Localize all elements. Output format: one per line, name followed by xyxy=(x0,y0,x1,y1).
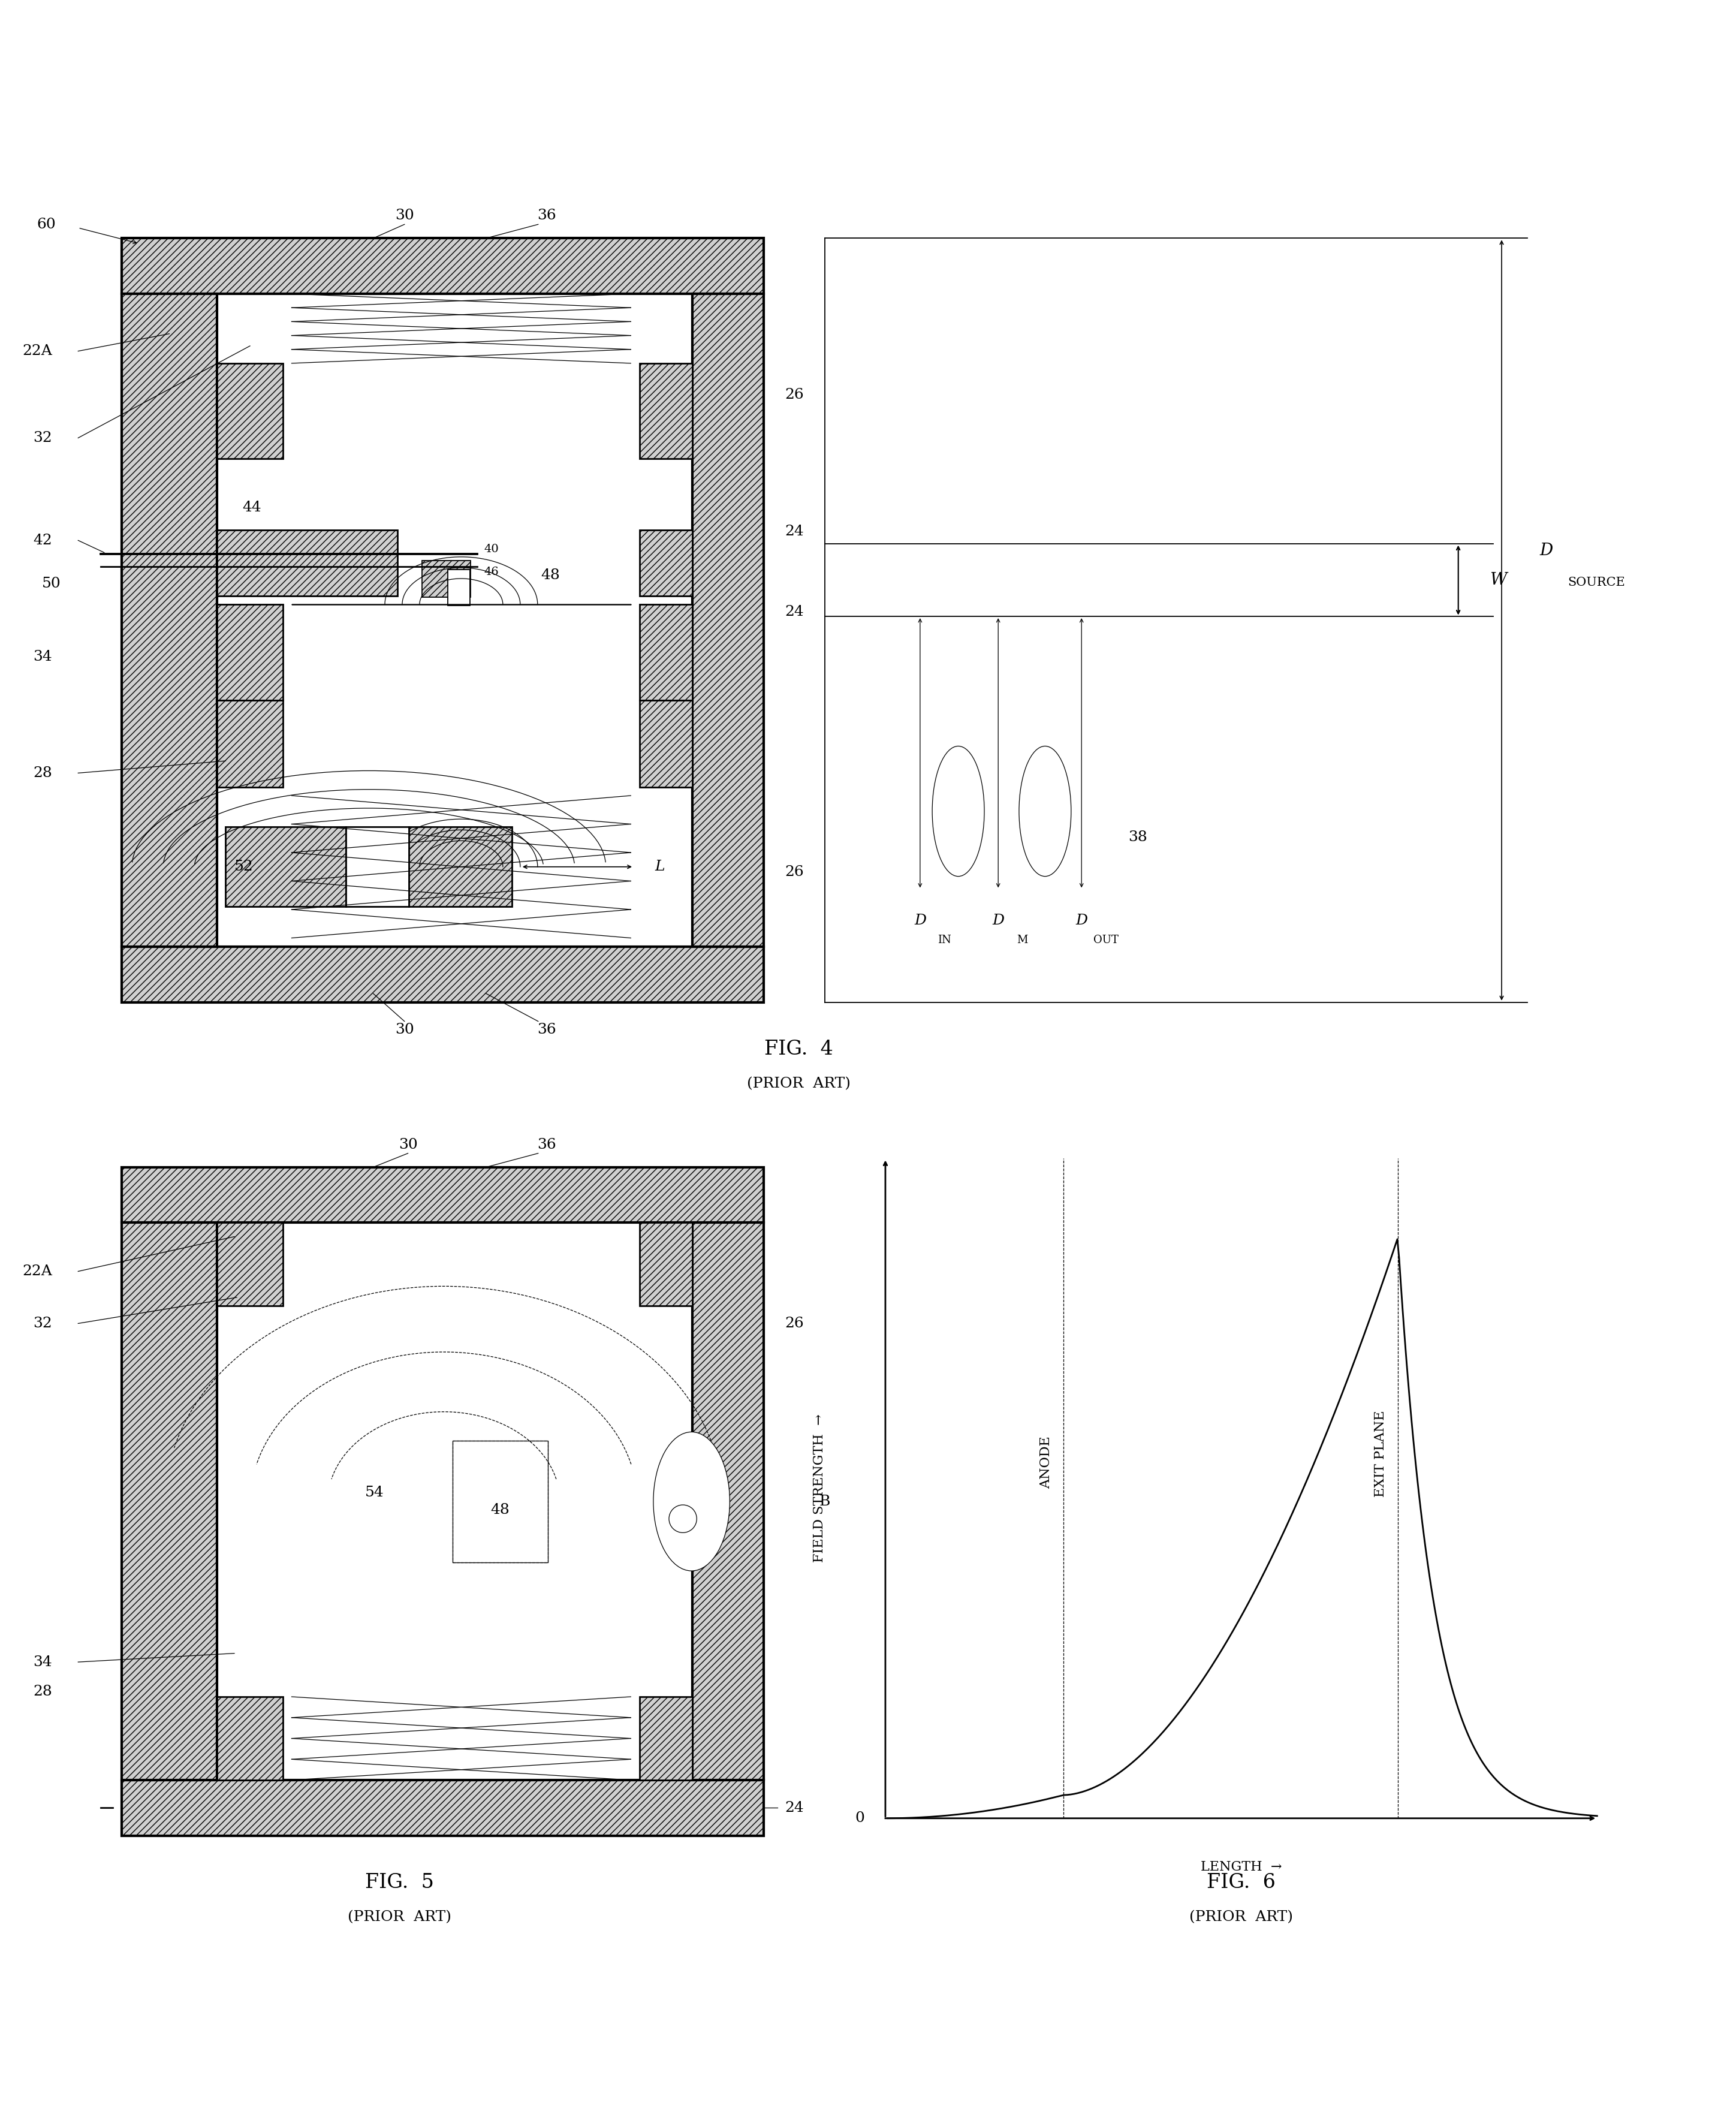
Bar xyxy=(226,827,345,906)
Text: 50: 50 xyxy=(42,576,61,591)
Text: D: D xyxy=(993,914,1003,927)
Text: 36: 36 xyxy=(538,208,556,223)
Text: LENGTH  →: LENGTH → xyxy=(1201,1860,1281,1873)
Text: (PRIOR  ART): (PRIOR ART) xyxy=(1189,1911,1293,1924)
Bar xyxy=(453,1441,549,1563)
Text: 44: 44 xyxy=(243,500,260,514)
Text: D: D xyxy=(915,914,925,927)
Text: FIG.  5: FIG. 5 xyxy=(365,1873,434,1892)
Text: 48: 48 xyxy=(491,1503,510,1518)
Ellipse shape xyxy=(653,1433,729,1571)
Text: SOURCE: SOURCE xyxy=(1568,576,1625,589)
Bar xyxy=(639,1222,693,1305)
Text: 0: 0 xyxy=(856,1811,865,1826)
Ellipse shape xyxy=(1019,746,1071,876)
Text: D: D xyxy=(1540,542,1554,559)
Text: 30: 30 xyxy=(399,1137,417,1152)
Text: 48: 48 xyxy=(542,568,559,583)
Bar xyxy=(122,1779,764,1835)
Bar xyxy=(639,1697,693,1779)
Ellipse shape xyxy=(932,746,984,876)
Bar xyxy=(122,293,217,946)
Text: 34: 34 xyxy=(33,651,52,663)
Bar xyxy=(639,699,693,787)
Text: 36: 36 xyxy=(538,1023,556,1037)
Bar xyxy=(122,238,764,293)
Bar xyxy=(422,561,470,597)
Text: 46: 46 xyxy=(484,568,498,578)
Text: 34: 34 xyxy=(33,1656,52,1669)
Text: OUT: OUT xyxy=(1094,935,1118,946)
Bar xyxy=(693,293,764,946)
Text: FIELD STRENGTH  →: FIELD STRENGTH → xyxy=(812,1414,826,1563)
Text: M: M xyxy=(1017,935,1028,946)
Bar xyxy=(639,529,693,595)
Bar xyxy=(410,827,512,906)
Text: 24: 24 xyxy=(785,1801,804,1816)
Text: 30: 30 xyxy=(396,208,413,223)
Bar xyxy=(217,529,398,595)
Text: B: B xyxy=(819,1495,830,1507)
Text: 26: 26 xyxy=(785,387,804,402)
Bar xyxy=(122,946,764,1001)
Text: 60: 60 xyxy=(36,217,56,232)
Text: 40: 40 xyxy=(484,544,498,555)
Text: 30: 30 xyxy=(396,1023,413,1037)
Text: 28: 28 xyxy=(33,1684,52,1699)
Text: 26: 26 xyxy=(785,865,804,878)
Bar xyxy=(217,699,283,787)
Text: FIG.  4: FIG. 4 xyxy=(764,1040,833,1059)
Text: W: W xyxy=(1489,572,1507,589)
Text: L: L xyxy=(654,859,665,874)
Bar xyxy=(217,1222,283,1305)
Text: EXIT PLANE: EXIT PLANE xyxy=(1373,1410,1387,1497)
Text: 42: 42 xyxy=(33,534,52,546)
Bar xyxy=(639,364,693,459)
Bar xyxy=(345,827,410,906)
Text: 22A: 22A xyxy=(23,344,52,357)
Text: 24: 24 xyxy=(785,604,804,619)
Bar xyxy=(448,570,470,606)
Text: 32: 32 xyxy=(33,432,52,444)
Text: 32: 32 xyxy=(33,1316,52,1331)
Text: (PRIOR  ART): (PRIOR ART) xyxy=(746,1078,851,1091)
Text: 54: 54 xyxy=(365,1486,384,1499)
Text: 28: 28 xyxy=(33,765,52,780)
Text: 52: 52 xyxy=(234,859,253,874)
Circle shape xyxy=(668,1505,696,1533)
Bar xyxy=(693,1222,764,1779)
Bar xyxy=(217,364,283,459)
Bar xyxy=(639,604,693,699)
Text: IN: IN xyxy=(937,935,951,946)
Bar xyxy=(217,604,283,699)
Bar xyxy=(122,1167,764,1222)
Text: 22A: 22A xyxy=(23,1265,52,1278)
Text: ANODE: ANODE xyxy=(1040,1435,1052,1488)
Bar xyxy=(217,1697,283,1779)
Bar xyxy=(122,1222,217,1779)
Text: 36: 36 xyxy=(538,1137,556,1152)
Text: 26: 26 xyxy=(785,1316,804,1331)
Text: D: D xyxy=(1076,914,1087,927)
Text: FIG.  6: FIG. 6 xyxy=(1207,1873,1276,1892)
Text: (PRIOR  ART): (PRIOR ART) xyxy=(347,1911,451,1924)
Bar xyxy=(453,1441,549,1563)
Text: 24: 24 xyxy=(785,525,804,538)
Text: 38: 38 xyxy=(1128,831,1147,844)
